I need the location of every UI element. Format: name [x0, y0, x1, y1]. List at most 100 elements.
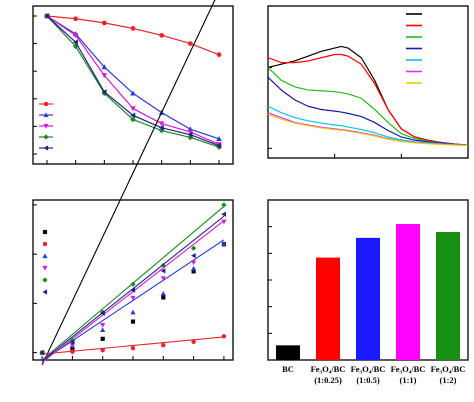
panel-a	[32, 5, 234, 165]
data-point	[191, 265, 197, 271]
data-point	[130, 112, 136, 119]
spectrum-line	[267, 113, 469, 146]
legend-marker	[43, 145, 49, 151]
legend-marker	[42, 265, 48, 271]
data-point	[191, 245, 197, 251]
data-point	[187, 131, 193, 138]
bar	[356, 237, 380, 360]
data-point	[73, 16, 79, 22]
category-label: (1:0.25)	[314, 375, 342, 385]
plot-frame	[267, 5, 469, 159]
series-line	[46, 15, 220, 147]
spectrum-line	[267, 112, 469, 146]
data-point	[70, 347, 75, 352]
data-point	[160, 276, 166, 281]
legend-marker	[42, 229, 48, 235]
legend-marker	[43, 134, 49, 140]
data-point	[100, 322, 106, 328]
data-point	[101, 89, 107, 95]
category-label: Fe₃O₄/BC	[391, 364, 426, 374]
category-label: Fe₃O₄/BC	[311, 364, 346, 374]
data-point	[70, 349, 75, 354]
data-point	[130, 281, 136, 287]
data-point	[191, 339, 196, 344]
data-point	[72, 33, 79, 39]
data-point	[216, 52, 222, 58]
data-point	[130, 345, 136, 351]
data-point	[101, 64, 108, 70]
data-point	[101, 20, 107, 26]
category-label: Fe₃O₄/BC	[351, 364, 386, 374]
spectrum-line	[267, 53, 469, 146]
fit-line	[41, 215, 225, 362]
data-point	[100, 327, 106, 333]
data-point	[191, 253, 196, 259]
data-point	[44, 13, 50, 19]
series-line	[46, 15, 220, 56]
data-point	[130, 309, 136, 315]
data-point	[158, 121, 165, 127]
data-point	[161, 295, 166, 300]
legend-marker	[43, 123, 49, 129]
data-point	[221, 211, 226, 217]
data-point	[187, 41, 193, 46]
series-line	[46, 15, 220, 145]
bar	[276, 345, 300, 360]
data-point	[69, 337, 75, 343]
data-point	[130, 26, 136, 31]
data-point	[100, 310, 105, 316]
data-point	[72, 39, 78, 46]
data-point	[130, 287, 136, 293]
data-point	[160, 290, 166, 296]
legend-marker	[42, 277, 48, 283]
series-line	[46, 15, 220, 148]
category-label: BC	[282, 364, 294, 374]
legend-marker	[42, 241, 48, 247]
data-point	[221, 241, 227, 246]
bar	[316, 257, 340, 360]
panel-b	[267, 5, 469, 159]
data-point	[39, 350, 45, 356]
data-point	[216, 142, 222, 149]
data-point	[187, 129, 194, 135]
fit-line	[41, 220, 225, 363]
category-label: (1:0.5)	[356, 375, 380, 385]
panel-d: BC Fe₃O₄/BC(1:0.25)Fe₃O₄/BC(1:0.5)Fe₃O₄/B…	[267, 199, 469, 385]
panel-c	[32, 0, 234, 366]
data-point	[130, 295, 136, 301]
data-point	[72, 43, 79, 50]
legend-marker	[43, 101, 49, 107]
data-point	[221, 219, 227, 225]
data-point	[100, 336, 105, 341]
data-point	[158, 124, 164, 131]
data-point	[130, 319, 136, 324]
data-point	[191, 269, 196, 274]
data-point	[159, 32, 165, 38]
category-label: (1:1)	[400, 375, 417, 385]
data-point	[191, 260, 197, 266]
data-point	[130, 90, 136, 96]
bar	[436, 232, 460, 360]
data-point	[221, 334, 227, 339]
legend-marker	[43, 112, 49, 118]
data-point	[69, 339, 75, 345]
legend-marker	[42, 253, 48, 259]
fit-line	[41, 0, 216, 366]
data-point	[160, 262, 166, 269]
data-point	[101, 73, 108, 79]
data-point	[216, 136, 222, 142]
bar	[396, 224, 420, 360]
data-point	[161, 343, 166, 348]
legend-marker	[42, 289, 48, 295]
category-label: (1:2)	[440, 375, 457, 385]
spectrum-line	[267, 45, 469, 146]
category-label: Fe₃O₄/BC	[431, 364, 466, 374]
spectrum-line	[267, 67, 469, 146]
spectrum-line	[267, 105, 469, 146]
data-point	[100, 347, 105, 353]
data-point	[130, 106, 136, 112]
data-point	[160, 268, 166, 274]
data-point	[130, 116, 136, 123]
data-point	[221, 202, 227, 208]
